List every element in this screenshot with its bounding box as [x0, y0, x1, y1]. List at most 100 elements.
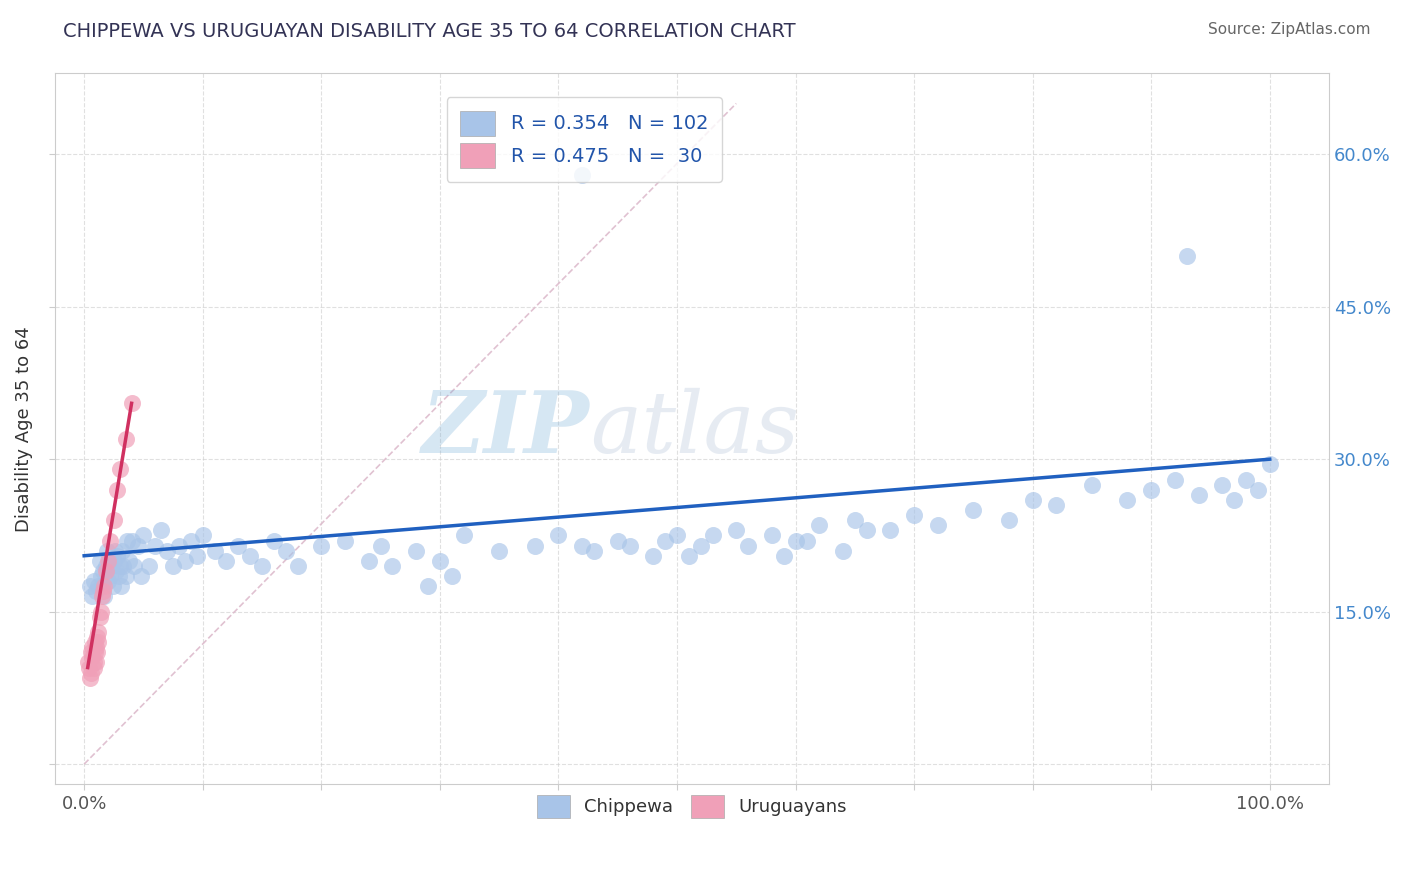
- Point: [785, 533, 807, 548]
- Point: [83, 656, 105, 670]
- Point: [998, 513, 1021, 527]
- Point: [103, 554, 125, 568]
- Point: [263, 533, 285, 548]
- Point: [162, 558, 184, 573]
- Point: [105, 483, 128, 497]
- Point: [104, 543, 127, 558]
- Point: [725, 524, 748, 538]
- Point: [186, 549, 208, 563]
- Point: [97, 574, 120, 589]
- Point: [204, 543, 226, 558]
- Point: [370, 539, 392, 553]
- Point: [90, 605, 112, 619]
- Point: [89, 609, 111, 624]
- Point: [80, 665, 103, 680]
- Point: [844, 513, 866, 527]
- Point: [1223, 492, 1246, 507]
- Point: [702, 528, 724, 542]
- Point: [83, 574, 105, 589]
- Point: [84, 656, 107, 670]
- Point: [416, 579, 439, 593]
- Point: [1045, 498, 1067, 512]
- Point: [111, 543, 134, 558]
- Point: [105, 564, 128, 578]
- Point: [523, 539, 546, 553]
- Point: [772, 549, 794, 563]
- Point: [547, 528, 569, 542]
- Point: [79, 579, 101, 593]
- Point: [606, 533, 628, 548]
- Point: [357, 554, 380, 568]
- Point: [654, 533, 676, 548]
- Point: [108, 558, 131, 573]
- Point: [80, 645, 103, 659]
- Text: Source: ZipAtlas.com: Source: ZipAtlas.com: [1208, 22, 1371, 37]
- Point: [96, 543, 118, 558]
- Point: [665, 528, 688, 542]
- Point: [94, 558, 117, 573]
- Point: [440, 569, 463, 583]
- Point: [107, 569, 129, 583]
- Point: [121, 533, 143, 548]
- Point: [927, 518, 949, 533]
- Point: [105, 549, 128, 563]
- Point: [84, 640, 107, 655]
- Point: [1175, 249, 1198, 263]
- Point: [89, 554, 111, 568]
- Point: [115, 533, 138, 548]
- Point: [118, 554, 141, 568]
- Point: [156, 543, 179, 558]
- Point: [82, 590, 104, 604]
- Point: [689, 539, 711, 553]
- Point: [143, 539, 166, 553]
- Point: [488, 543, 510, 558]
- Point: [87, 635, 110, 649]
- Text: atlas: atlas: [589, 387, 799, 470]
- Text: CHIPPEWA VS URUGUAYAN DISABILITY AGE 35 TO 64 CORRELATION CHART: CHIPPEWA VS URUGUAYAN DISABILITY AGE 35 …: [63, 22, 796, 41]
- Legend: Chippewa, Uruguayans: Chippewa, Uruguayans: [530, 788, 853, 825]
- Point: [180, 533, 202, 548]
- Point: [91, 579, 114, 593]
- Point: [97, 554, 120, 568]
- Point: [86, 630, 108, 644]
- Point: [619, 539, 641, 553]
- Point: [855, 524, 877, 538]
- Point: [110, 579, 132, 593]
- Point: [91, 564, 114, 578]
- Point: [93, 579, 115, 593]
- Point: [90, 569, 112, 583]
- Point: [82, 640, 104, 655]
- Point: [1140, 483, 1163, 497]
- Point: [274, 543, 297, 558]
- Point: [737, 539, 759, 553]
- Point: [84, 584, 107, 599]
- Point: [405, 543, 427, 558]
- Point: [127, 539, 149, 553]
- Point: [82, 650, 104, 665]
- Point: [832, 543, 855, 558]
- Point: [77, 660, 100, 674]
- Point: [796, 533, 818, 548]
- Point: [1116, 492, 1139, 507]
- Point: [571, 168, 593, 182]
- Point: [112, 558, 135, 573]
- Point: [76, 656, 98, 670]
- Point: [571, 539, 593, 553]
- Point: [150, 524, 173, 538]
- Point: [129, 569, 152, 583]
- Point: [429, 554, 451, 568]
- Point: [108, 462, 131, 476]
- Point: [98, 554, 121, 568]
- Point: [98, 569, 121, 583]
- Text: ZIP: ZIP: [422, 387, 589, 470]
- Point: [761, 528, 783, 542]
- Point: [582, 543, 605, 558]
- Point: [83, 645, 105, 659]
- Point: [79, 671, 101, 685]
- Point: [1211, 477, 1233, 491]
- Point: [381, 558, 404, 573]
- Point: [250, 558, 273, 573]
- Point: [167, 539, 190, 553]
- Point: [879, 524, 901, 538]
- Point: [1164, 473, 1187, 487]
